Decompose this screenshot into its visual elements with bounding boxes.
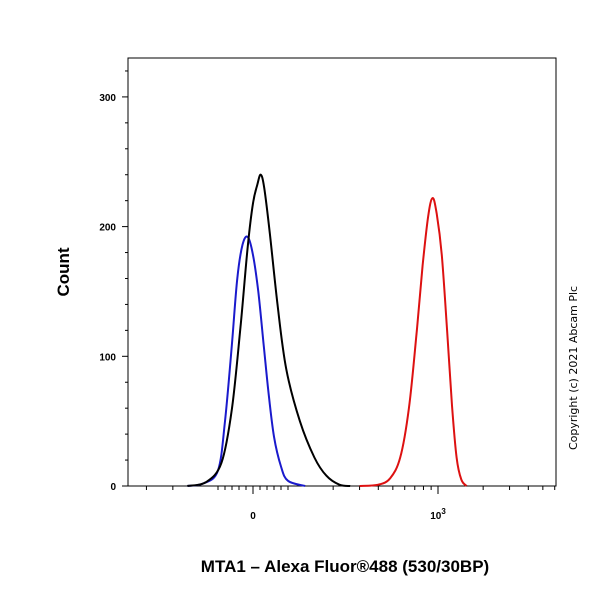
x-axis-title: MTA1 – Alexa Fluor®488 (530/30BP) <box>201 557 489 576</box>
histogram-series-blue <box>187 235 306 487</box>
plot-frame <box>127 57 557 487</box>
x-axis: 0 103 <box>145 486 556 522</box>
y-tick-label: 0 <box>110 482 116 493</box>
y-axis-title: Count <box>54 247 73 296</box>
histogram-curves <box>187 173 468 487</box>
x-tick-label: 103 <box>430 507 446 522</box>
y-tick-label: 100 <box>99 352 116 363</box>
y-axis: 0 100 200 300 <box>99 70 128 493</box>
y-tick-label: 300 <box>99 93 116 104</box>
x-tick-label: 0 <box>250 511 256 522</box>
histogram-series-red <box>359 197 468 487</box>
histogram-series-black <box>187 173 351 487</box>
y-tick-label: 200 <box>99 223 116 234</box>
copyright-text: Copyright (c) 2021 Abcam Plc <box>567 286 580 450</box>
